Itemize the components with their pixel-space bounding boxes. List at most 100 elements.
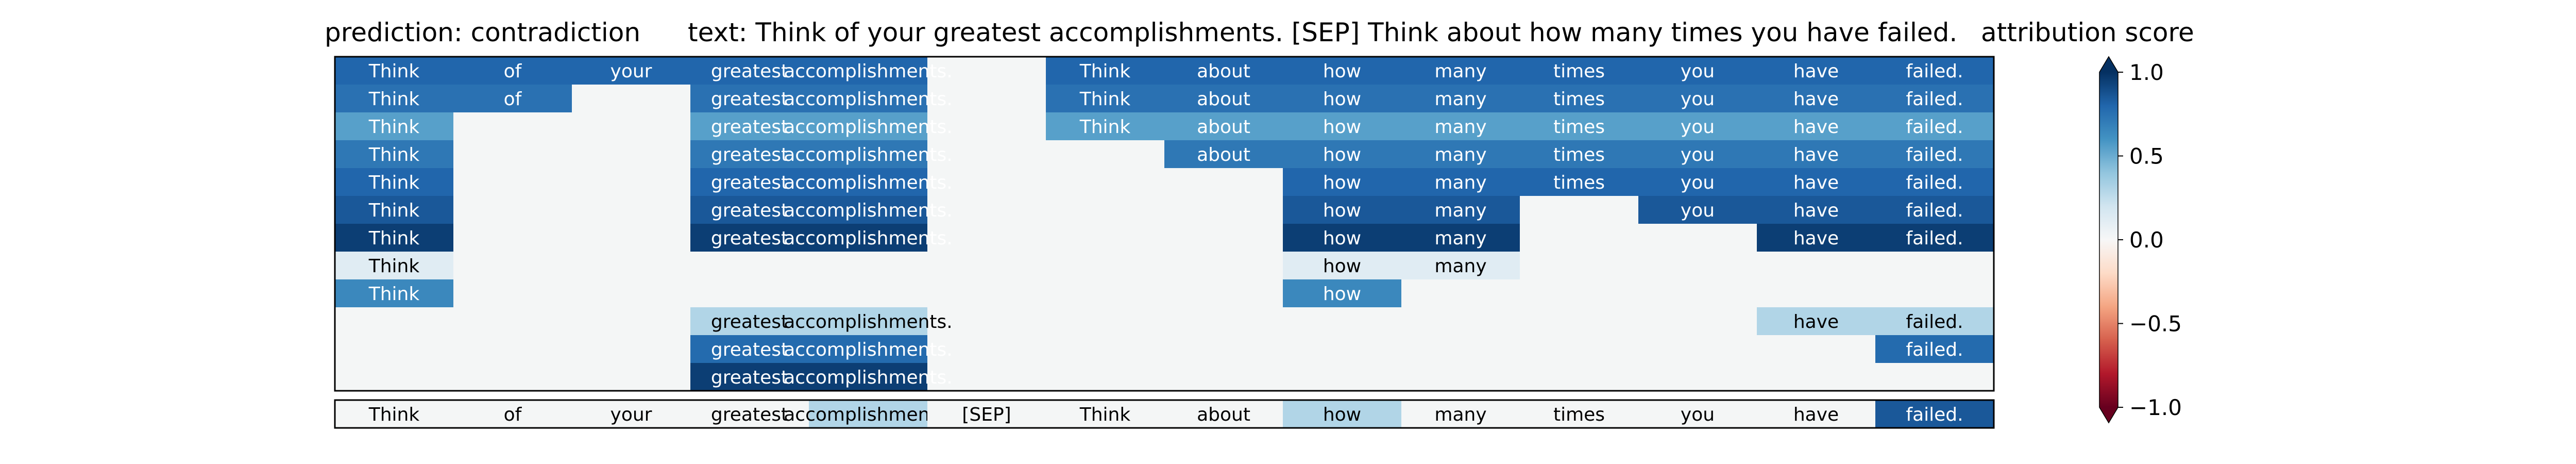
heatmap-cell xyxy=(1283,112,1401,140)
cell-token-label: you xyxy=(1681,89,1715,110)
heatmap-cell xyxy=(1401,168,1520,196)
heatmap-cell xyxy=(1046,85,1164,112)
cell-token-label: accomplishments. xyxy=(784,61,953,82)
heatmap-cell xyxy=(1401,252,1520,279)
cell-token-label: greatest xyxy=(711,339,788,360)
heatmap-cell xyxy=(1757,196,1875,224)
cell-token-label: how xyxy=(1323,172,1361,193)
heatmap-cell xyxy=(1875,224,1994,252)
cell-token-label: failed. xyxy=(1906,311,1963,333)
cell-token-label: have xyxy=(1793,117,1839,138)
heatmap-cell xyxy=(1757,140,1875,168)
cell-token-label: how xyxy=(1323,200,1361,221)
cell-token-label: have xyxy=(1793,200,1839,221)
heatmap-cell xyxy=(1520,57,1638,85)
summary-token-label: times xyxy=(1553,404,1605,425)
cell-token-label: how xyxy=(1323,89,1361,110)
heatmap-cell xyxy=(1875,85,1994,112)
colorbar-tick-label: −0.5 xyxy=(2129,311,2182,337)
cell-token-label: greatest xyxy=(711,200,788,221)
cell-token-label: many xyxy=(1434,61,1486,82)
summary-cell xyxy=(1401,400,1520,428)
cell-token-label: Think xyxy=(368,256,420,277)
heatmap-cell xyxy=(1875,112,1994,140)
cell-token-label: have xyxy=(1793,61,1839,82)
cell-token-label: accomplishments. xyxy=(784,144,953,165)
heatmap-cell xyxy=(1401,140,1520,168)
summary-token-label: greatest xyxy=(711,404,788,425)
heatmap-cell xyxy=(1757,224,1875,252)
heatmap-cell xyxy=(1401,224,1520,252)
cell-token-label: Think xyxy=(368,117,420,138)
heatmap-cell xyxy=(335,112,453,140)
cell-token-label: your xyxy=(611,61,652,82)
heatmap-cell xyxy=(1757,307,1875,335)
cell-token-label: you xyxy=(1681,200,1715,221)
heatmap-cell xyxy=(809,363,927,391)
summary-cell xyxy=(1875,400,1994,428)
heatmap-cell xyxy=(1757,57,1875,85)
cell-token-label: accomplishments. xyxy=(784,89,953,110)
heatmap-cell xyxy=(1283,279,1401,307)
summary-cell xyxy=(453,400,572,428)
heatmap-cell xyxy=(809,57,927,85)
summary-cell xyxy=(1283,400,1401,428)
cell-token-label: how xyxy=(1323,61,1361,82)
cell-token-label: many xyxy=(1434,256,1486,277)
heatmap-cell xyxy=(1401,57,1520,85)
summary-token-label: of xyxy=(504,404,522,425)
heatmap-cell xyxy=(1401,85,1520,112)
cell-token-label: failed. xyxy=(1906,339,1963,360)
heatmap-frame xyxy=(334,56,1995,392)
cell-token-label: have xyxy=(1793,311,1839,333)
summary-cell xyxy=(690,400,809,428)
summary-token-label: about xyxy=(1197,404,1250,425)
summary-token-label: many xyxy=(1434,404,1486,425)
cell-token-label: failed. xyxy=(1906,228,1963,249)
cell-token-label: about xyxy=(1197,89,1250,110)
heatmap-cell xyxy=(690,112,809,140)
colorbar-extend-bottom xyxy=(2099,407,2118,423)
colorbar-tick-label: 1.0 xyxy=(2129,60,2164,85)
summary-cell xyxy=(1520,400,1638,428)
cell-token-label: of xyxy=(504,61,522,82)
heatmap-cell xyxy=(1638,168,1757,196)
heatmap-cell xyxy=(335,279,453,307)
cell-token-label: have xyxy=(1793,172,1839,193)
heatmap-cell xyxy=(1046,57,1164,85)
heatmap-cell xyxy=(809,168,927,196)
cell-token-label: have xyxy=(1793,144,1839,165)
heatmap-cell xyxy=(335,224,453,252)
summary-cell xyxy=(1164,400,1283,428)
cell-token-label: how xyxy=(1323,284,1361,305)
heatmap-cell xyxy=(690,57,809,85)
cell-token-label: times xyxy=(1553,172,1605,193)
heatmap-cell xyxy=(1638,140,1757,168)
summary-token-label: [SEP] xyxy=(962,404,1011,425)
cell-token-label: Think xyxy=(368,61,420,82)
cell-token-label: failed. xyxy=(1906,89,1963,110)
cell-token-label: greatest xyxy=(711,172,788,193)
heatmap-cell xyxy=(1520,168,1638,196)
summary-token-label: have xyxy=(1793,404,1839,425)
heatmap-cell xyxy=(690,363,809,391)
heatmap-cell xyxy=(690,224,809,252)
cell-token-label: you xyxy=(1681,172,1715,193)
summary-token-label: Think xyxy=(368,404,420,425)
cell-token-label: greatest xyxy=(711,61,788,82)
cell-token-label: many xyxy=(1434,144,1486,165)
heatmap-cell xyxy=(1283,85,1401,112)
heatmap-cell xyxy=(1638,112,1757,140)
heatmap-cell xyxy=(1164,85,1283,112)
cell-token-label: Think xyxy=(368,89,420,110)
heatmap-cell xyxy=(1638,85,1757,112)
heatmap-cell xyxy=(1283,140,1401,168)
heatmap-cell xyxy=(1401,112,1520,140)
heatmap-cell xyxy=(1164,140,1283,168)
cell-token-label: failed. xyxy=(1906,61,1963,82)
colorbar-tick-label: 0.5 xyxy=(2129,144,2164,169)
cell-token-label: times xyxy=(1553,144,1605,165)
cell-token-label: greatest xyxy=(711,89,788,110)
heatmap-cell xyxy=(335,140,453,168)
heatmap-cell xyxy=(1520,112,1638,140)
